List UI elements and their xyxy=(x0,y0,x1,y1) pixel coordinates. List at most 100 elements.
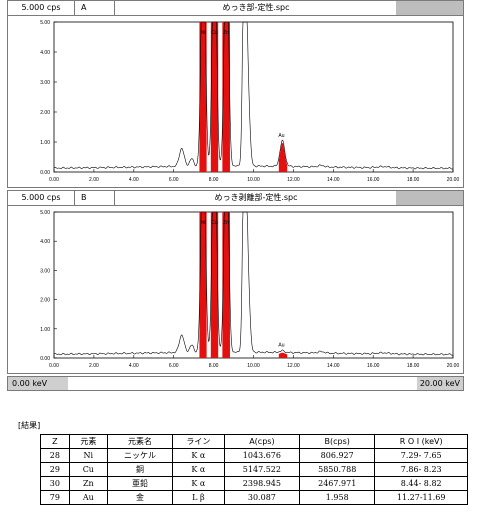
header-cell: 元素名 xyxy=(106,434,174,449)
table-cell: 30 xyxy=(40,476,70,491)
cps-scale-label[interactable]: 5.000 cps xyxy=(8,1,75,15)
y-tick-label: 2.00 xyxy=(40,298,50,304)
roi-label: Ni xyxy=(201,220,206,226)
table-cell: ニッケル xyxy=(106,448,174,463)
header-gray-bar xyxy=(396,1,463,15)
table-row: 29 Cu 銅 K α 5147.522 5850.788 7.86- 8.23 xyxy=(40,462,468,477)
table-cell: 1043.676 xyxy=(223,448,301,463)
spectrum-filename: めっき部-定性.spc xyxy=(222,3,290,12)
x-tick-label: 4.00 xyxy=(129,177,139,183)
panel-header: 5.000 cps B めっき剥離部-定性.spc xyxy=(8,191,463,206)
x-tick-label: 12.00 xyxy=(287,177,300,183)
header-cell: 元素 xyxy=(68,434,109,449)
x-tick-label: 6.00 xyxy=(169,363,179,369)
panel-header: 5.000 cps A めっき部-定性.spc xyxy=(8,1,463,16)
table-cell: 5850.788 xyxy=(299,462,376,477)
x-tick-label: 18.00 xyxy=(407,363,420,369)
table-cell: 銅 xyxy=(106,462,174,477)
y-tick-label: 5.00 xyxy=(40,210,50,216)
energy-max-label: 20.00 keV xyxy=(417,377,463,390)
y-tick-label: 2.00 xyxy=(40,110,50,116)
x-tick-label: 20.00 xyxy=(447,177,460,183)
spectrum-plot-b[interactable]: 5.00 4.00 3.00 2.00 1.00 0.000.00 2.00 4.00 6.00… xyxy=(8,206,463,374)
x-tick-label: 2.00 xyxy=(89,177,99,183)
spectrum-panel-b: 5.000 cps B めっき剥離部-定性.spc 5.00 4.00 3.00 2.… xyxy=(7,190,464,374)
table-cell: K α xyxy=(172,462,225,477)
x-tick-label: 10.00 xyxy=(247,177,260,183)
energy-min-label: 0.00 keV xyxy=(8,377,68,390)
x-tick-label: 10.00 xyxy=(247,363,260,369)
table-cell: K α xyxy=(172,448,225,463)
panel-id-label: A xyxy=(75,1,115,15)
x-tick-label: 20.00 xyxy=(447,363,460,369)
roi-band xyxy=(199,212,207,358)
table-cell: 7.86- 8.23 xyxy=(374,462,468,477)
x-tick-label: 6.00 xyxy=(169,177,179,183)
table-row: 30 Zn 亜鉛 K α 2398.945 2467.971 8.44- 8.8… xyxy=(40,476,468,491)
y-tick-label: 5.00 xyxy=(40,20,50,26)
x-tick-label: 18.00 xyxy=(407,177,420,183)
table-cell: Zn xyxy=(68,476,109,491)
y-tick-label: 4.00 xyxy=(40,239,50,245)
roi-label: Cu xyxy=(211,30,218,36)
table-cell: 28 xyxy=(40,448,70,463)
x-tick-label: 16.00 xyxy=(367,363,380,369)
table-cell: 1.958 xyxy=(299,490,376,505)
y-tick-label: 3.00 xyxy=(40,268,50,274)
header-cell: B(cps) xyxy=(299,434,376,449)
roi-band xyxy=(199,22,207,172)
roi-label: Ni xyxy=(201,30,206,36)
plot-frame xyxy=(53,21,454,173)
y-tick-label: 4.00 xyxy=(40,50,50,56)
table-cell: 29 xyxy=(40,462,70,477)
panel-id-label: B xyxy=(75,191,115,205)
table-cell: 8.44- 8.82 xyxy=(374,476,468,491)
x-tick-label: 0.00 xyxy=(49,177,59,183)
roi-label: Zn xyxy=(223,220,229,226)
roi-band xyxy=(222,212,230,358)
au-peak-label: Au xyxy=(278,343,284,349)
table-cell: K α xyxy=(172,476,225,491)
table-cell: 30.087 xyxy=(223,490,301,505)
table-cell: 金 xyxy=(106,490,174,505)
table-cell: 2398.945 xyxy=(223,476,301,491)
x-tick-label: 8.00 xyxy=(209,363,219,369)
table-cell: L β xyxy=(172,490,225,505)
spectrum-plot-a[interactable]: 5.00 4.00 3.00 2.00 1.00 0.000.00 2.00 4.00 6.00… xyxy=(8,16,463,188)
table-cell: 5147.522 xyxy=(223,462,301,477)
x-tick-label: 12.00 xyxy=(287,363,300,369)
table-cell: 亜鉛 xyxy=(106,476,174,491)
spectrum-filename: めっき剥離部-定性.spc xyxy=(214,193,298,202)
y-tick-label: 1.00 xyxy=(40,140,50,146)
table-cell: Au xyxy=(68,490,109,505)
roi-band xyxy=(222,22,230,172)
table-cell: Ni xyxy=(68,448,109,463)
energy-range-bar[interactable]: 0.00 keV 20.00 keV xyxy=(7,376,464,391)
header-cell: A(cps) xyxy=(223,434,301,449)
header-cell: Z xyxy=(40,434,70,449)
header-cell: ライン xyxy=(172,434,225,449)
results-header-row: Z 元素 元素名 ライン A(cps) B(cps) R O I (keV) xyxy=(40,434,468,449)
au-peak-area xyxy=(278,142,288,172)
x-tick-label: 14.00 xyxy=(327,177,340,183)
roi-band xyxy=(210,22,219,172)
spectrum-line xyxy=(53,211,454,356)
table-row: 28 Ni ニッケル K α 1043.676 806.927 7.29- 7.… xyxy=(40,448,468,463)
y-tick-label: 0.00 xyxy=(40,356,50,362)
y-tick-label: 3.00 xyxy=(40,80,50,86)
cps-scale-label[interactable]: 5.000 cps xyxy=(8,191,75,205)
table-row: 79 Au 金 L β 30.087 1.958 11.27-11.69 xyxy=(40,490,468,505)
roi-label: Zn xyxy=(223,30,229,36)
x-tick-label: 4.00 xyxy=(129,363,139,369)
plot-frame xyxy=(53,211,454,359)
y-tick-label: 0.00 xyxy=(40,170,50,176)
spectrum-panel-a: 5.000 cps A めっき部-定性.spc 5.00 4.00 3.00 2.00… xyxy=(7,0,464,188)
x-tick-label: 8.00 xyxy=(209,177,219,183)
table-cell: 7.29- 7.65 xyxy=(374,448,468,463)
header-gray-bar xyxy=(396,191,463,205)
table-cell: 79 xyxy=(40,490,70,505)
x-tick-label: 2.00 xyxy=(89,363,99,369)
table-cell: 11.27-11.69 xyxy=(374,490,468,505)
table-cell: 806.927 xyxy=(299,448,376,463)
x-tick-label: 16.00 xyxy=(367,177,380,183)
